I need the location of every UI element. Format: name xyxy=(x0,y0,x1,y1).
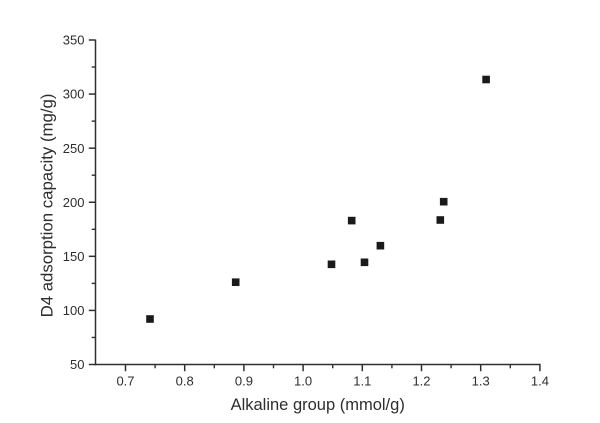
svg-text:Alkaline group (mmol/g): Alkaline group (mmol/g) xyxy=(231,396,405,414)
svg-text:350: 350 xyxy=(63,33,85,48)
svg-text:1.2: 1.2 xyxy=(412,374,430,389)
svg-text:100: 100 xyxy=(63,303,85,318)
svg-text:150: 150 xyxy=(63,249,85,264)
svg-text:0.8: 0.8 xyxy=(176,374,194,389)
svg-text:1.1: 1.1 xyxy=(353,374,371,389)
svg-text:1.3: 1.3 xyxy=(472,374,490,389)
svg-text:50: 50 xyxy=(70,357,84,372)
svg-text:D4 adsorption capacity (mg/g): D4 adsorption capacity (mg/g) xyxy=(38,94,57,318)
svg-text:250: 250 xyxy=(63,141,85,156)
svg-text:0.7: 0.7 xyxy=(116,374,134,389)
svg-text:300: 300 xyxy=(63,87,85,102)
svg-text:1.0: 1.0 xyxy=(294,374,312,389)
svg-text:1.4: 1.4 xyxy=(531,374,549,389)
svg-text:0.9: 0.9 xyxy=(235,374,253,389)
svg-text:200: 200 xyxy=(63,195,85,210)
